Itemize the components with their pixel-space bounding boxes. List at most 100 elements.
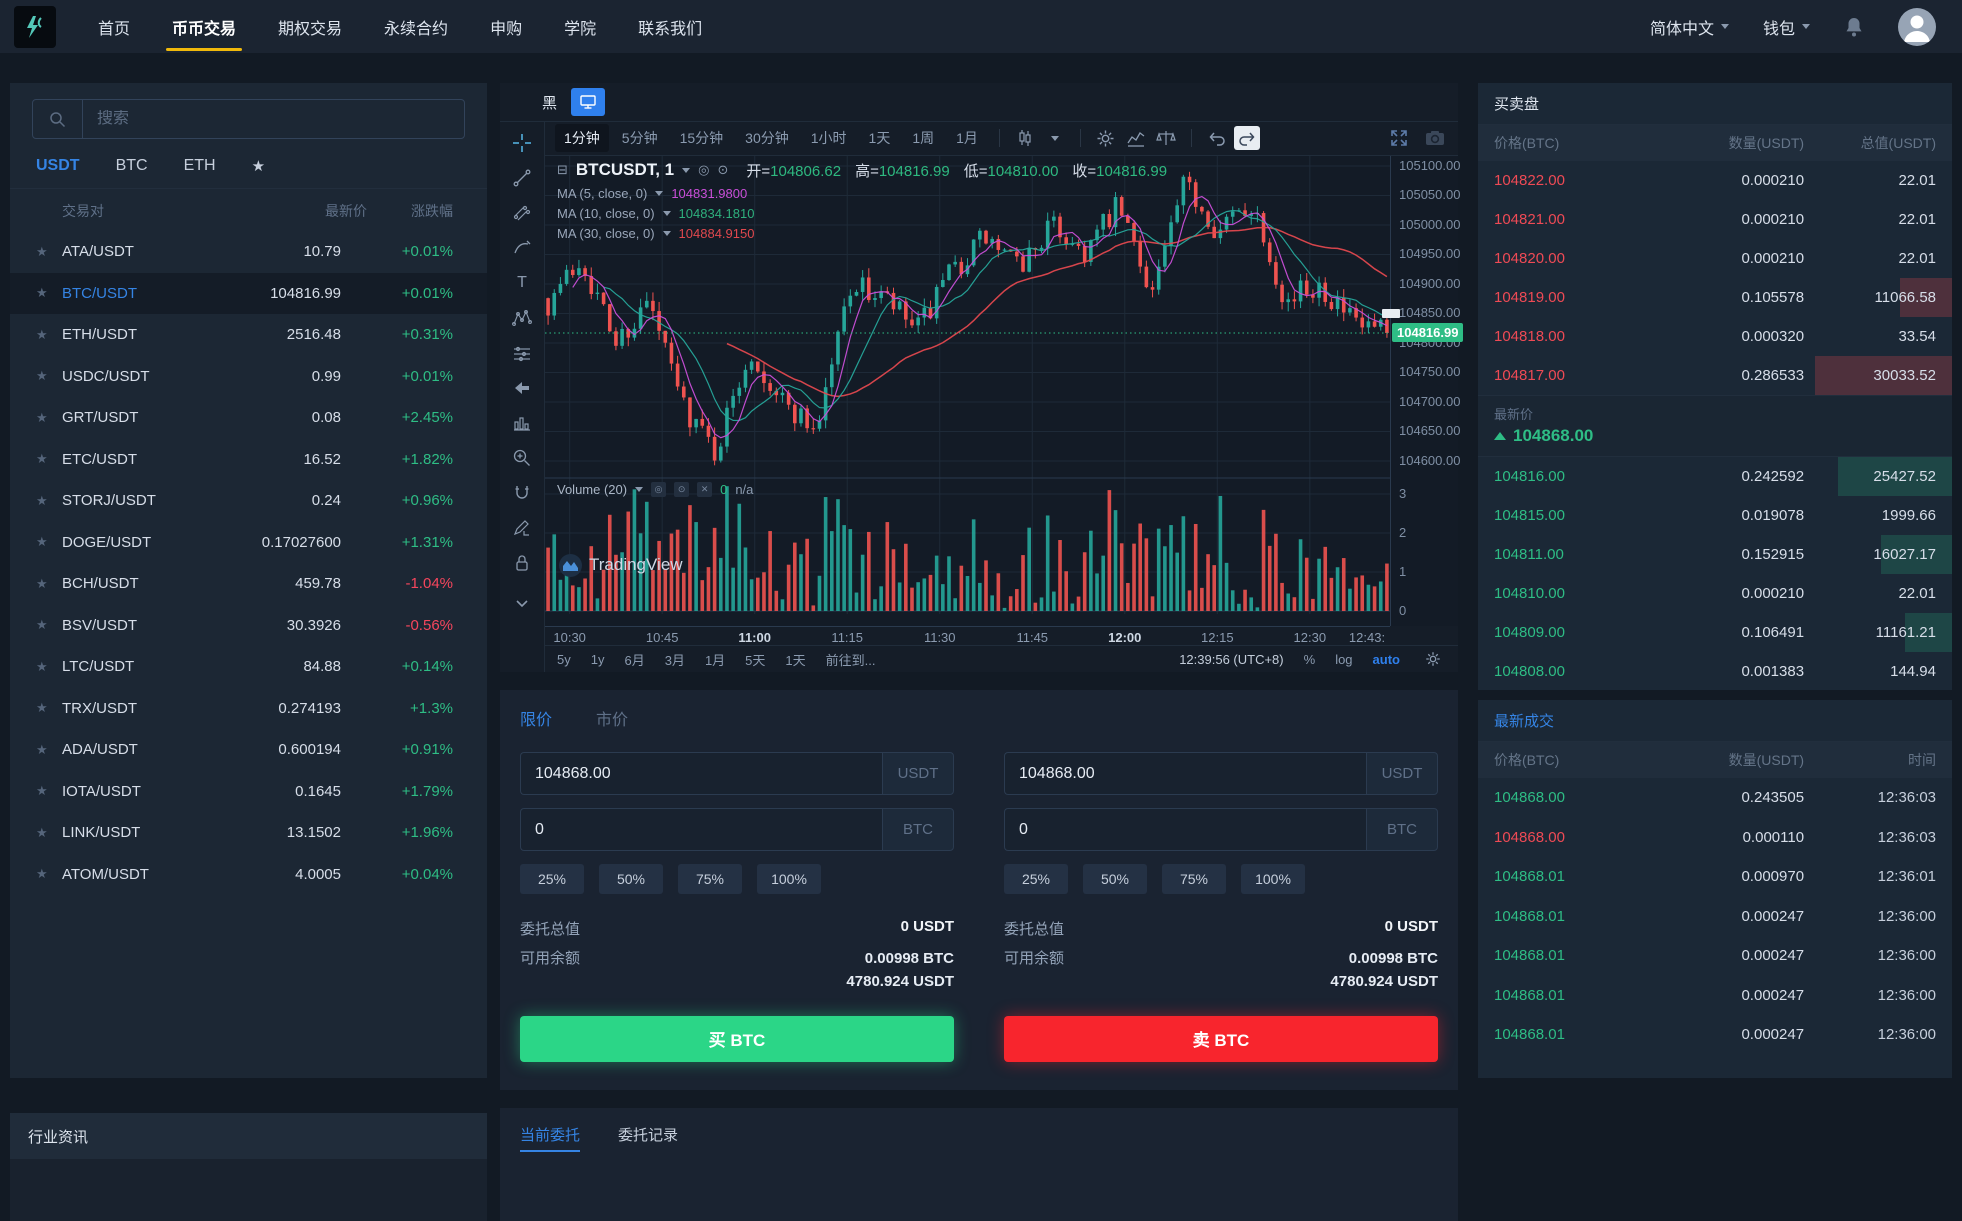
wallet-menu[interactable]: 钱包 bbox=[1763, 15, 1810, 39]
sell-pct-100-button[interactable]: 100% bbox=[1241, 864, 1305, 894]
timeframe-1mo[interactable]: 1月 bbox=[956, 130, 978, 147]
pair-row[interactable]: ★ GRT/USDT 0.08 +2.45% bbox=[10, 397, 487, 439]
orderbook-row[interactable]: 104815.00 0.019078 1999.66 bbox=[1478, 496, 1952, 535]
nav-item-options[interactable]: 期权交易 bbox=[278, 20, 343, 38]
orderbook-row[interactable]: 104809.00 0.106491 11161.21 bbox=[1478, 613, 1952, 652]
orderbook-row[interactable]: 104821.00 0.000210 22.01 bbox=[1478, 200, 1952, 239]
timeframe-30m[interactable]: 30分钟 bbox=[745, 130, 789, 147]
volume-settings-icon[interactable]: ⊙ bbox=[674, 481, 690, 497]
user-avatar[interactable] bbox=[1898, 7, 1936, 46]
sell-amount-input[interactable] bbox=[1019, 820, 1352, 839]
buy-pct-25-button[interactable]: 25% bbox=[520, 864, 584, 894]
buy-pct-50-button[interactable]: 50% bbox=[599, 864, 663, 894]
arrow-left-icon[interactable] bbox=[511, 377, 533, 399]
pair-row[interactable]: ★ LINK/USDT 13.1502 +1.96% bbox=[10, 812, 487, 854]
sell-pct-25-button[interactable]: 25% bbox=[1004, 864, 1068, 894]
favorite-star-icon[interactable]: ★ bbox=[36, 326, 48, 342]
chart-settings-gear-icon[interactable] bbox=[1093, 126, 1119, 150]
favorite-star-icon[interactable]: ★ bbox=[36, 368, 48, 384]
buy-pct-100-button[interactable]: 100% bbox=[757, 864, 821, 894]
range-6mo[interactable]: 6月 bbox=[624, 652, 645, 668]
pair-row[interactable]: ★ ATOM/USDT 4.0005 +0.04% bbox=[10, 854, 487, 896]
orderbook-row[interactable]: 104818.00 0.000320 33.54 bbox=[1478, 317, 1952, 356]
sell-pct-50-button[interactable]: 50% bbox=[1083, 864, 1147, 894]
compare-scales-icon[interactable] bbox=[1153, 126, 1179, 150]
pair-row[interactable]: ★ ADA/USDT 0.600194 +0.91% bbox=[10, 729, 487, 771]
display-mode-button[interactable] bbox=[571, 88, 606, 116]
timeframe-5m[interactable]: 5分钟 bbox=[621, 130, 658, 147]
text-tool-icon[interactable]: T bbox=[517, 274, 527, 291]
tab-favorites-star-icon[interactable]: ★ bbox=[251, 157, 266, 175]
crosshair-tool-icon[interactable] bbox=[511, 132, 533, 154]
range-3mo[interactable]: 3月 bbox=[664, 652, 685, 668]
fullscreen-icon[interactable] bbox=[1386, 126, 1412, 150]
screenshot-camera-icon[interactable] bbox=[1422, 126, 1448, 150]
timeframe-1h[interactable]: 1小时 bbox=[810, 130, 847, 147]
percent-scale-toggle[interactable]: % bbox=[1303, 651, 1316, 667]
collapse-legend-icon[interactable]: ⊟ bbox=[557, 162, 568, 178]
buy-pct-75-button[interactable]: 75% bbox=[678, 864, 742, 894]
price-axis[interactable]: 105100.00 105050.00 105000.00 104950.00 1049… bbox=[1382, 155, 1464, 626]
sell-button[interactable]: 卖 BTC bbox=[1004, 1015, 1438, 1062]
magnet-tool-icon[interactable] bbox=[511, 482, 533, 504]
favorite-star-icon[interactable]: ★ bbox=[36, 409, 48, 425]
buy-button[interactable]: 买 BTC bbox=[520, 1015, 954, 1062]
favorite-star-icon[interactable]: ★ bbox=[36, 492, 48, 508]
forecast-tool-icon[interactable] bbox=[511, 342, 533, 364]
candlestick-chart[interactable]: ⊟ BTCUSDT, 1 ◎ ⊙ 开=104806.62 高=104816.99… bbox=[545, 155, 1390, 626]
orderbook-row[interactable]: 104811.00 0.152915 16027.17 bbox=[1478, 535, 1952, 574]
orderbook-row[interactable]: 104820.00 0.000210 22.01 bbox=[1478, 239, 1952, 278]
tab-btc[interactable]: BTC bbox=[115, 156, 148, 174]
notifications-bell-icon[interactable] bbox=[1844, 16, 1864, 38]
xabcd-pattern-tool-icon[interactable] bbox=[511, 307, 533, 329]
pair-row[interactable]: ★ STORJ/USDT 0.24 +0.96% bbox=[10, 480, 487, 522]
time-axis[interactable]: 10:30 10:45 11:00 11:15 11:30 11:45 12:00 12:15… bbox=[545, 625, 1390, 646]
favorite-star-icon[interactable]: ★ bbox=[36, 575, 48, 591]
undo-icon[interactable] bbox=[1204, 126, 1230, 150]
favorite-star-icon[interactable]: ★ bbox=[36, 658, 48, 674]
tab-current-orders[interactable]: 当前委托 bbox=[520, 1124, 581, 1152]
favorite-star-icon[interactable]: ★ bbox=[36, 700, 48, 716]
favorite-star-icon[interactable]: ★ bbox=[36, 617, 48, 633]
legend-visibility-icon[interactable]: ◎ bbox=[698, 162, 710, 178]
pair-row[interactable]: ★ TRX/USDT 0.274193 +1.3% bbox=[10, 688, 487, 730]
brand-logo[interactable] bbox=[14, 5, 56, 48]
pair-row[interactable]: ★ BTC/USDT 104816.99 +0.01% bbox=[10, 272, 487, 314]
lock-icon[interactable] bbox=[511, 552, 533, 574]
legend-settings-icon[interactable]: ⊙ bbox=[717, 162, 729, 178]
tab-market-order[interactable]: 市价 bbox=[596, 712, 629, 729]
timeframe-1m[interactable]: 1分钟 bbox=[555, 124, 609, 153]
favorite-star-icon[interactable]: ★ bbox=[36, 824, 48, 840]
nav-item-subscribe[interactable]: 申购 bbox=[490, 20, 523, 38]
pair-row[interactable]: ★ ETH/USDT 2516.48 +0.31% bbox=[10, 314, 487, 356]
orderbook-row[interactable]: 104817.00 0.286533 30033.52 bbox=[1478, 356, 1952, 395]
trend-line-tool-icon[interactable] bbox=[511, 167, 533, 189]
nav-item-perpetual[interactable]: 永续合约 bbox=[384, 20, 449, 38]
nav-item-home[interactable]: 首页 bbox=[98, 20, 131, 38]
sell-pct-75-button[interactable]: 75% bbox=[1162, 864, 1226, 894]
range-1mo[interactable]: 1月 bbox=[704, 652, 726, 668]
indicators-icon[interactable] bbox=[1123, 126, 1149, 150]
favorite-star-icon[interactable]: ★ bbox=[36, 243, 48, 259]
pair-row[interactable]: ★ DOGE/USDT 0.17027600 +1.31% bbox=[10, 522, 487, 564]
buy-amount-input[interactable] bbox=[535, 820, 868, 839]
favorite-star-icon[interactable]: ★ bbox=[36, 866, 48, 882]
volume-close-icon[interactable]: ✕ bbox=[697, 481, 713, 497]
orderbook-row[interactable]: 104819.00 0.105578 11066.58 bbox=[1478, 278, 1952, 317]
timeframe-1w[interactable]: 1周 bbox=[912, 130, 935, 147]
go-to-date[interactable]: 前往到... bbox=[825, 652, 876, 668]
pitchfork-tool-icon[interactable] bbox=[511, 202, 533, 224]
redo-icon[interactable] bbox=[1233, 126, 1260, 151]
tradingview-watermark[interactable]: TradingView bbox=[559, 553, 683, 577]
drawing-lock-icon[interactable] bbox=[511, 517, 533, 539]
nav-item-academy[interactable]: 学院 bbox=[564, 20, 597, 38]
log-scale-toggle[interactable]: log bbox=[1335, 651, 1353, 667]
tab-limit-order[interactable]: 限价 bbox=[520, 712, 553, 729]
pair-row[interactable]: ★ ETC/USDT 16.52 +1.82% bbox=[10, 439, 487, 481]
pair-row[interactable]: ★ IOTA/USDT 0.1645 +1.79% bbox=[10, 771, 487, 813]
pair-row[interactable]: ★ USDC/USDT 0.99 +0.01% bbox=[10, 356, 487, 398]
collapse-toolbar-chevron-icon[interactable] bbox=[511, 593, 533, 615]
range-1y[interactable]: 1y bbox=[590, 651, 605, 667]
timeframe-1d[interactable]: 1天 bbox=[868, 130, 891, 147]
pair-row[interactable]: ★ ATA/USDT 10.79 +0.01% bbox=[10, 231, 487, 273]
